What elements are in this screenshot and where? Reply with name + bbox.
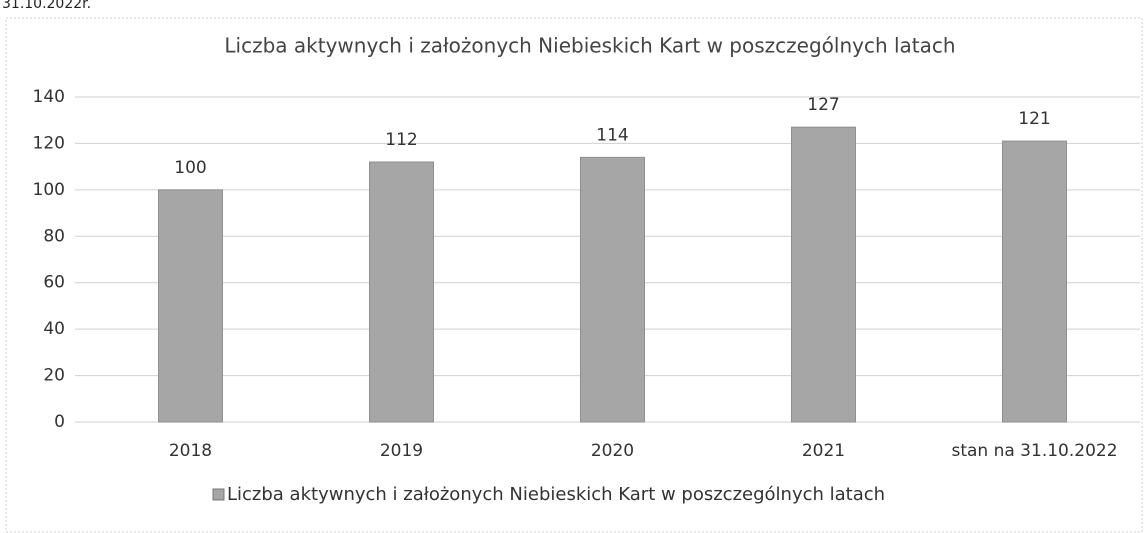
x-tick-label: 2021 — [802, 441, 845, 461]
bar — [158, 189, 223, 423]
x-tick-label: stan na 31.10.2022 — [951, 441, 1117, 461]
y-tick-label: 100 — [33, 180, 65, 200]
y-tick-label: 0 — [54, 412, 65, 432]
bar — [580, 156, 645, 423]
y-tick-label: 120 — [33, 133, 65, 153]
value-label: 100 — [174, 158, 206, 178]
chart-title: Liczba aktywnych i założonych Niebieskic… — [224, 34, 955, 58]
bar — [791, 126, 856, 423]
value-label: 114 — [596, 125, 628, 145]
caption: 31.10.2022r. — [2, 0, 91, 12]
value-label: 121 — [1018, 109, 1050, 129]
y-tick-label: 80 — [43, 226, 65, 246]
y-tick-label: 140 — [33, 87, 65, 107]
y-tick-label: 60 — [43, 273, 65, 293]
chart-border — [5, 17, 1143, 533]
y-tick-label: 20 — [43, 366, 65, 386]
x-tick-label: 2019 — [380, 441, 423, 461]
legend-label: Liczba aktywnych i założonych Niebieskic… — [227, 484, 885, 505]
bar — [369, 161, 434, 423]
x-tick-label: 2020 — [591, 441, 634, 461]
value-label: 112 — [385, 130, 417, 150]
y-tick-label: 40 — [43, 319, 65, 339]
value-label: 127 — [807, 95, 839, 115]
x-tick-label: 2018 — [169, 441, 212, 461]
bar — [1002, 140, 1067, 423]
legend-swatch — [212, 488, 225, 501]
